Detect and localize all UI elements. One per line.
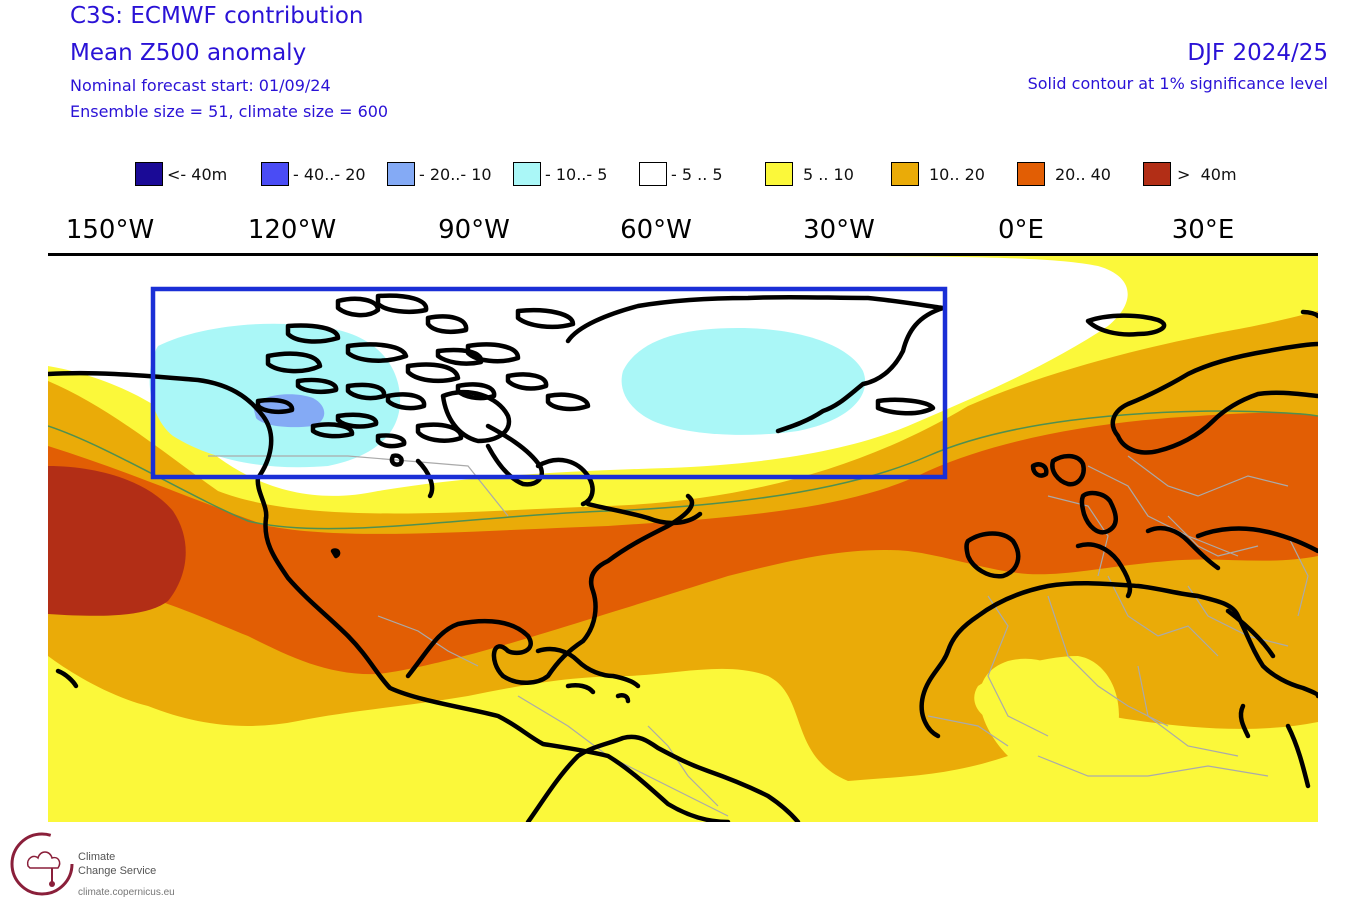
coastlines xyxy=(48,293,1318,822)
legend-item: <- 40m xyxy=(135,160,227,188)
anomaly-fill-neg10-5-west xyxy=(149,323,401,468)
legend-label: > 40m xyxy=(1177,164,1237,184)
legend-item: 10.. 20 xyxy=(891,160,985,188)
lon-tick-label: 30°E xyxy=(1171,215,1235,245)
legend-item: 5 .. 10 xyxy=(765,160,854,188)
legend-swatch xyxy=(1143,162,1171,186)
legend-item: 20.. 40 xyxy=(1017,160,1111,188)
color-legend: <- 40m - 40..- 20 - 20..- 10 - 10..- 5 -… xyxy=(0,160,1353,190)
anomaly-fill-gt40 xyxy=(48,466,186,616)
longitude-axis: 150°W 120°W 90°W 60°W 30°W 0°E 30°E xyxy=(0,215,1353,251)
logo-text-climate: Climate xyxy=(78,851,116,863)
legend-swatch xyxy=(387,162,415,186)
region-box xyxy=(150,286,948,480)
anomaly-fill-20-40 xyxy=(48,412,1318,675)
legend-swatch xyxy=(261,162,289,186)
legend-item: - 20..- 10 xyxy=(387,160,492,188)
lon-tick-label: 120°W xyxy=(247,215,337,245)
legend-item: - 10..- 5 xyxy=(513,160,607,188)
legend-label: - 5 .. 5 xyxy=(671,164,723,184)
legend-item: - 40..- 20 xyxy=(261,160,366,188)
forecast-start-text: Nominal forecast start: 01/09/24 xyxy=(70,76,331,95)
season-label: DJF 2024/25 xyxy=(1187,40,1328,66)
legend-swatch xyxy=(513,162,541,186)
legend-label: - 10..- 5 xyxy=(545,164,608,184)
legend-label: - 40..- 20 xyxy=(293,164,366,184)
lon-tick-label: 150°W xyxy=(65,215,155,245)
legend-label: 10.. 20 xyxy=(929,164,985,184)
legend-item: - 5 .. 5 xyxy=(639,160,723,188)
anomaly-fill-5-10-africa xyxy=(974,656,1119,731)
legend-swatch xyxy=(135,162,163,186)
legend-item: > 40m xyxy=(1143,160,1237,188)
legend-label: <- 40m xyxy=(167,164,228,184)
lon-tick-label: 90°W xyxy=(438,215,510,245)
legend-label: 20.. 40 xyxy=(1055,164,1111,184)
lon-tick-label: 0°E xyxy=(998,215,1044,245)
legend-swatch xyxy=(891,162,919,186)
logo-url: climate.copernicus.eu xyxy=(78,887,175,898)
significance-note: Solid contour at 1% significance level xyxy=(1027,74,1328,93)
logo-text-service: Change Service xyxy=(78,865,157,877)
legend-swatch xyxy=(639,162,667,186)
anomaly-map xyxy=(48,256,1318,822)
lon-tick-label: 60°W xyxy=(620,215,692,245)
legend-swatch xyxy=(1017,162,1045,186)
title-line-2: Mean Z500 anomaly xyxy=(70,40,307,66)
copernicus-logo xyxy=(10,832,74,896)
lon-tick-label: 30°W xyxy=(803,215,875,245)
map-top-border xyxy=(48,253,1318,256)
title-line-1: C3S: ECMWF contribution xyxy=(70,3,364,29)
ensemble-size-text: Ensemble size = 51, climate size = 600 xyxy=(70,102,389,121)
legend-swatch xyxy=(765,162,793,186)
significance-contour xyxy=(48,410,1318,530)
legend-label: 5 .. 10 xyxy=(803,164,854,184)
legend-label: - 20..- 10 xyxy=(419,164,492,184)
anomaly-fill-neg10-5-east xyxy=(621,328,866,435)
